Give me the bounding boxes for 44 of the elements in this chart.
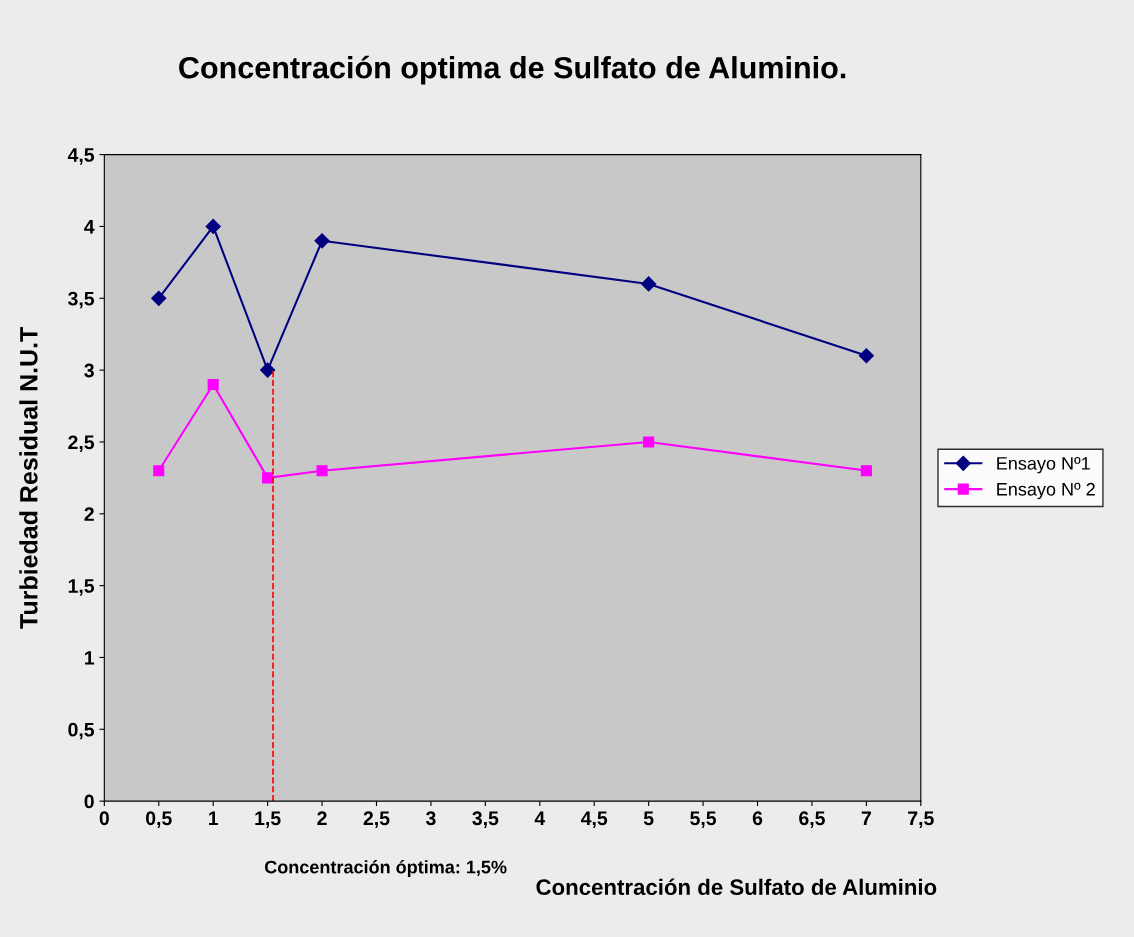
x-tick-label: 2 (317, 811, 327, 825)
point (262, 472, 274, 484)
legend-label: Ensayo Nº1 (997, 456, 1090, 474)
x-tick-label: 3 (425, 811, 436, 826)
x-tick-label: 6,5 (799, 811, 825, 828)
x-axis-title: Concentración de Sulfato de Aluminio (536, 878, 937, 896)
point (260, 362, 276, 378)
y-tick-label: 2 (84, 507, 94, 521)
y-axis-title: Turbiedad Residual N.U.T (19, 326, 38, 629)
y-tick-label: 4 (84, 220, 95, 234)
x-tick-label: 4 (534, 811, 546, 825)
point (641, 276, 657, 292)
point (643, 436, 655, 448)
x-tick-label: 7 (861, 811, 871, 825)
x-tick-label: 6 (752, 811, 763, 826)
x-tick-label: 1 (209, 811, 219, 825)
point (858, 348, 874, 364)
y-tick-label: 3,5 (68, 291, 95, 309)
point (860, 465, 872, 477)
point (205, 218, 221, 235)
x-tick-label: 1,5 (255, 811, 281, 828)
x-tick-label: 0,5 (146, 811, 172, 828)
point (207, 378, 219, 391)
x-tick-label: 0 (99, 811, 109, 826)
text: Concentración óptima: 1,5% (264, 860, 507, 878)
y-tick-label: 4,5 (67, 148, 95, 165)
x-tick-label: 3,5 (472, 811, 499, 828)
x-tick-label: 5 (643, 811, 654, 826)
legend-label: Ensayo Nº 2 (997, 482, 1095, 500)
y-tick-label: 0 (84, 794, 94, 809)
x-tick-label: 2,5 (363, 811, 390, 828)
point (153, 465, 165, 477)
y-tick-label: 3 (84, 363, 94, 378)
point (151, 290, 167, 306)
y-tick-label: 1 (85, 651, 95, 665)
y-tick-label: 1,5 (68, 579, 95, 596)
chart-title: Concentración optima de Sulfato de Aluminio. (179, 55, 846, 85)
x-tick-label: 7,5 (908, 811, 934, 828)
x-tick-label: 4,5 (581, 811, 608, 828)
x-tick-label: 5,5 (690, 811, 717, 828)
point (316, 465, 328, 477)
point (314, 233, 330, 249)
y-tick-label: 0,5 (68, 722, 95, 740)
y-tick-label: 2,5 (68, 435, 95, 453)
